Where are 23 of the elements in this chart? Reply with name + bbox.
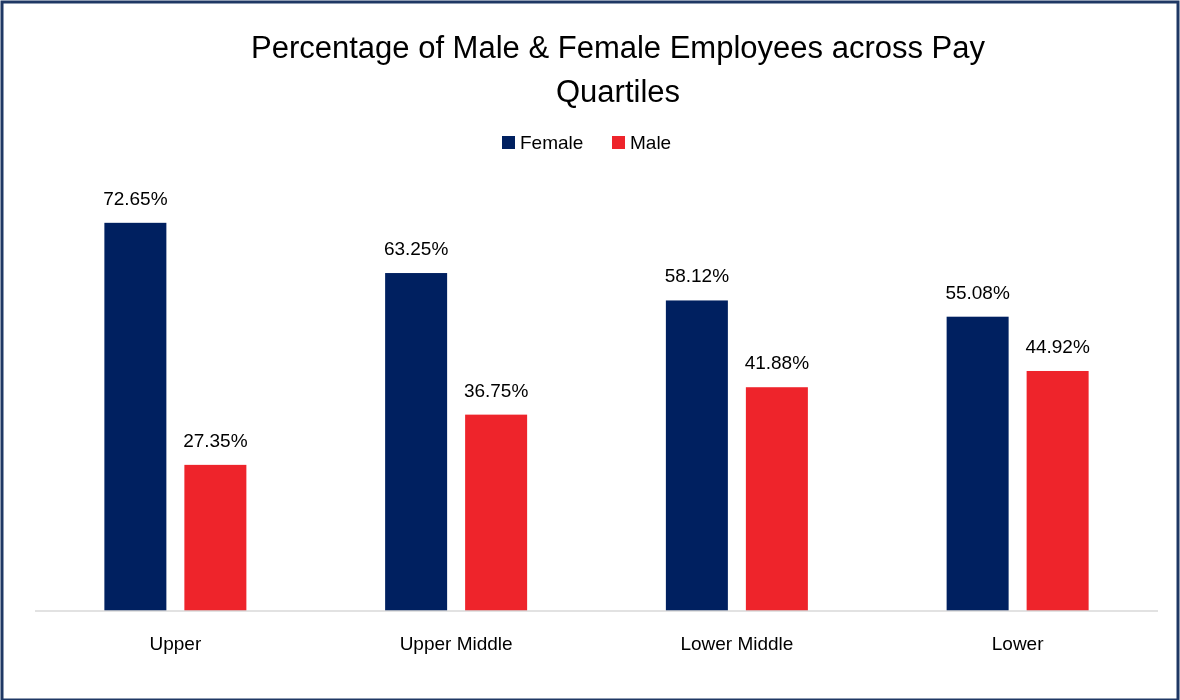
- x-tick-label: Lower: [991, 633, 1045, 654]
- data-label: 63.25%: [383, 238, 449, 260]
- data-label: 72.65%: [103, 187, 168, 209]
- bar: [184, 464, 247, 611]
- bar: [665, 300, 728, 611]
- x-tick-label: Lower Middle: [680, 633, 794, 654]
- x-tick-label: Upper: [149, 633, 202, 654]
- x-tick-label: Upper Middle: [399, 633, 513, 654]
- data-label: 41.88%: [744, 352, 810, 374]
- data-label: 36.75%: [463, 379, 529, 401]
- legend-label: Male: [630, 132, 672, 153]
- data-label: 44.92%: [1025, 335, 1090, 357]
- legend-label: Female: [520, 132, 584, 153]
- bar: [946, 316, 1009, 611]
- data-label: 27.35%: [183, 429, 248, 451]
- chart-title: Percentage of Male & Female Employees across Pay Quartiles: [250, 30, 986, 109]
- bar: [745, 387, 808, 611]
- bar: [1026, 370, 1089, 611]
- bar: [104, 222, 167, 611]
- data-label: 55.08%: [945, 281, 1010, 303]
- bar: [385, 273, 448, 611]
- bar: [465, 414, 528, 611]
- data-label: 58.12%: [664, 265, 730, 287]
